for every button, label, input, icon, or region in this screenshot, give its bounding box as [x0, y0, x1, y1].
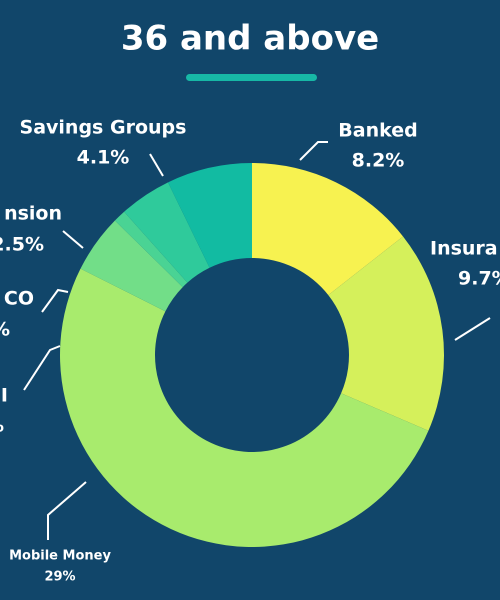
- donut-slice: [114, 211, 188, 288]
- slice-label: CO: [4, 288, 34, 310]
- donut-slice: [60, 268, 429, 547]
- leader-line: [47, 481, 87, 540]
- donut-slice: [124, 182, 210, 283]
- chart-title: 36 and above: [121, 19, 379, 59]
- value-label: 9.7%: [458, 268, 500, 290]
- leader-line: [23, 345, 61, 391]
- leader-line: [454, 317, 491, 341]
- slice-label: I: [1, 385, 8, 407]
- slice-label: Insura: [430, 238, 498, 260]
- donut-slice: [168, 163, 252, 268]
- slice-label: Savings Groups: [20, 117, 187, 139]
- value-label: 29%: [44, 570, 75, 585]
- value-label: 2.5%: [0, 234, 44, 256]
- value-label: %: [0, 319, 10, 341]
- slice-label: Mobile Money: [9, 549, 111, 564]
- donut-slice: [328, 236, 444, 431]
- slice-label: nsion: [4, 203, 62, 225]
- slice-label: Banked: [338, 120, 417, 142]
- value-label: %: [0, 415, 4, 437]
- leader-line: [41, 288, 69, 313]
- donut-slice: [252, 163, 404, 296]
- value-label: 8.2%: [352, 150, 405, 172]
- leader-line: [299, 141, 328, 161]
- leader-line: [62, 230, 84, 249]
- value-label: 4.1%: [77, 147, 130, 169]
- leader-line: [149, 153, 164, 177]
- title-underline: [186, 74, 317, 81]
- donut-slice: [80, 220, 183, 312]
